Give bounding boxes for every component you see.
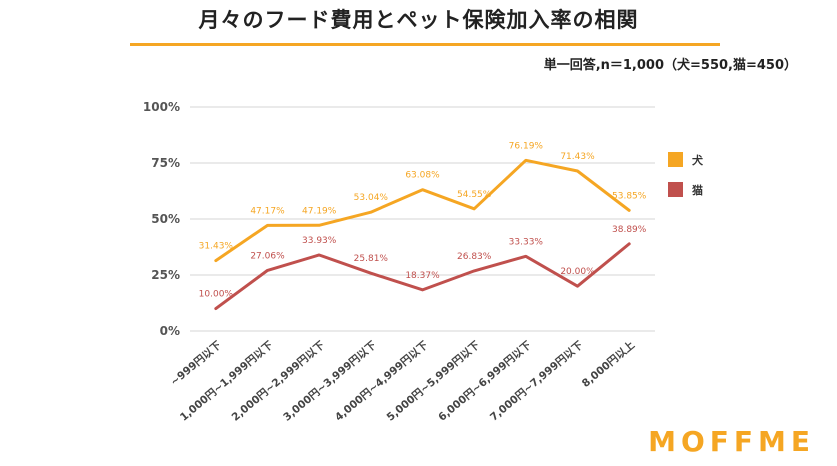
data-label: 18.37% [405, 271, 440, 281]
data-label: 71.43% [560, 152, 595, 162]
x-tick-label: 1,000円~1,999円以下 [178, 339, 276, 424]
data-label: 20.00% [560, 267, 595, 277]
x-tick-label: ~999円以下 [168, 339, 224, 389]
series-line-cat [214, 242, 631, 311]
x-tick-label: 6,000円~6,999円以下 [436, 339, 534, 424]
chart-title: 月々のフード費用とペット保険加入率の相関 [198, 8, 639, 32]
data-label: 38.89% [612, 225, 647, 235]
y-tick-label: 50% [151, 212, 180, 226]
x-tick-label: 5,000円~5,999円以下 [385, 339, 483, 424]
data-label: 47.17% [250, 206, 285, 216]
x-tick-label: 3,000円~3,999円以下 [281, 339, 379, 424]
y-tick-label: 100% [143, 100, 180, 114]
legend-swatch [668, 152, 683, 167]
x-tick-label: 2,000円~2,999円以下 [230, 339, 328, 424]
legend-label: 猫 [692, 183, 703, 197]
x-tick-label: 7,000円~7,999円以下 [488, 339, 586, 424]
data-label: 10.00% [199, 290, 234, 300]
data-label: 54.55% [457, 190, 492, 200]
x-tick-label: 8,000円以上 [579, 338, 637, 390]
data-label: 76.19% [509, 141, 544, 151]
data-label: 27.06% [250, 251, 285, 261]
title-underline [130, 43, 720, 46]
y-tick-label: 0% [160, 324, 180, 338]
data-label: 63.08% [405, 171, 440, 181]
data-label: 53.85% [612, 191, 647, 201]
x-tick-label: 4,000円~4,999円以下 [333, 339, 431, 424]
data-label: 33.93% [302, 236, 337, 246]
chart-subtitle: 単一回答,n＝1,000（犬=550,猫=450） [543, 58, 797, 73]
data-label: 47.19% [302, 206, 337, 216]
y-tick-label: 25% [151, 268, 180, 282]
data-label: 33.33% [509, 237, 544, 247]
series-line-dog [214, 158, 631, 263]
data-label: 25.81% [354, 254, 389, 264]
y-tick-label: 75% [151, 156, 180, 170]
data-label: 26.83% [457, 252, 492, 262]
data-label: 53.04% [354, 193, 389, 203]
legend-label: 犬 [692, 153, 704, 167]
data-label: 31.43% [199, 242, 234, 252]
moffme-logo: MOFFME [648, 425, 815, 458]
legend-swatch [668, 182, 683, 197]
